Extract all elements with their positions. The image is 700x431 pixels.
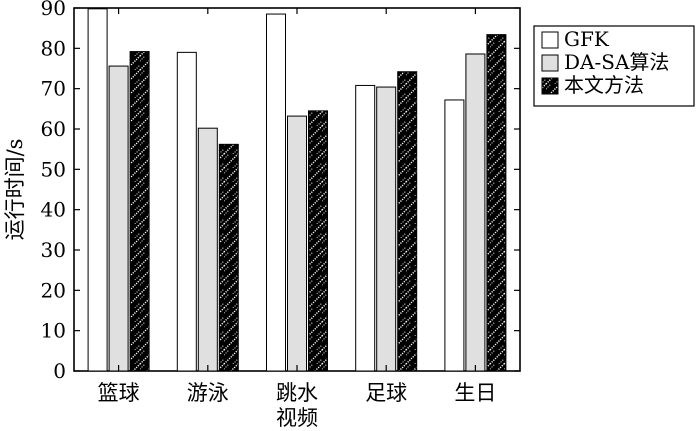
bar-3-1 xyxy=(129,51,150,372)
y-tick-label: 70 xyxy=(41,77,66,101)
y-axis-title: 运行时间/s xyxy=(3,139,27,241)
legend-label: 本文方法 xyxy=(564,73,644,97)
bar-2-5 xyxy=(465,53,486,372)
y-tick-label: 60 xyxy=(41,117,66,141)
y-tick-label: 20 xyxy=(41,278,66,302)
bar-2-1 xyxy=(108,65,129,372)
bar-1-5 xyxy=(444,99,465,372)
bar-3-2 xyxy=(218,143,239,372)
x-category-label: 篮球 xyxy=(98,381,140,405)
bar-2-2 xyxy=(197,127,218,372)
bar-3-4 xyxy=(397,71,418,372)
legend-swatch xyxy=(541,54,559,72)
x-category-label: 跳水 xyxy=(276,381,318,405)
x-category-label: 游泳 xyxy=(187,381,229,405)
x-category-label: 生日 xyxy=(454,381,496,405)
bar-2-3 xyxy=(287,115,307,372)
legend-swatch xyxy=(541,31,559,49)
y-tick-label: 50 xyxy=(41,157,66,181)
bar-1-3 xyxy=(266,13,286,372)
legend-label: GFK xyxy=(564,27,610,51)
bar-1-2 xyxy=(176,51,197,372)
bar-2-4 xyxy=(376,86,397,372)
y-tick-label: 30 xyxy=(41,238,66,262)
y-tick-label: 0 xyxy=(53,359,66,383)
y-tick-label: 80 xyxy=(41,36,66,60)
y-tick-label: 10 xyxy=(41,319,66,343)
x-axis-title: 视频 xyxy=(276,406,318,430)
legend-box xyxy=(533,25,695,107)
bar-1-4 xyxy=(355,84,376,372)
bar-3-3 xyxy=(308,110,328,372)
bar-3-5 xyxy=(486,34,507,372)
x-category-label: 足球 xyxy=(365,381,407,405)
bar-1-1 xyxy=(87,8,108,372)
legend-swatch xyxy=(541,77,559,95)
y-tick-label: 40 xyxy=(41,198,66,222)
legend-label: DA-SA算法 xyxy=(564,50,669,74)
y-tick-label: 90 xyxy=(41,0,66,20)
